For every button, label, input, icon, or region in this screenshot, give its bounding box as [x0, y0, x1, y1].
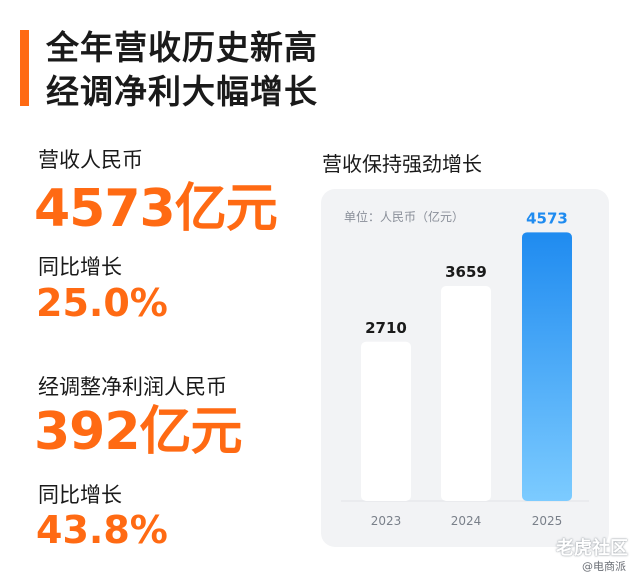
chart-unit-label: 单位：人民币（亿元） [344, 210, 465, 224]
revenue-bar-chart: 2710 2023 3659 2024 4573 2025 [341, 209, 589, 528]
bar-2023 [361, 341, 411, 501]
bar-value-label-2024: 3659 [445, 263, 487, 281]
chart-title: 营收保持强劲增长 [322, 152, 482, 176]
headline-line-2: 经调净利大幅增长 [46, 72, 318, 111]
watermark: 老虎社区 [556, 538, 628, 559]
bar-2025 [522, 232, 572, 502]
headline-accent-bar [20, 30, 29, 106]
revenue-value: 4573亿元 [34, 179, 278, 239]
x-tick-label-2023: 2023 [371, 514, 402, 528]
net-profit-growth-label: 同比增长 [38, 483, 122, 507]
revenue-growth-value: 25.0% [36, 281, 168, 325]
watermark-sub: @电商派 [582, 560, 626, 573]
net-profit-value: 392亿元 [34, 402, 243, 462]
bar-value-label-2025: 4573 [526, 209, 568, 227]
revenue-label: 营收人民币 [38, 148, 143, 172]
headline: 全年营收历史新高 经调净利大幅增长 [46, 26, 318, 114]
bar-value-label-2023: 2710 [365, 319, 407, 337]
net-profit-label: 经调整净利润人民币 [38, 375, 227, 399]
x-tick-label-2024: 2024 [451, 514, 482, 528]
net-profit-growth-value: 43.8% [36, 508, 168, 552]
x-tick-label-2025: 2025 [532, 514, 563, 528]
revenue-growth-label: 同比增长 [38, 255, 122, 279]
bar-2024 [441, 286, 491, 501]
headline-line-1: 全年营收历史新高 [46, 28, 318, 67]
